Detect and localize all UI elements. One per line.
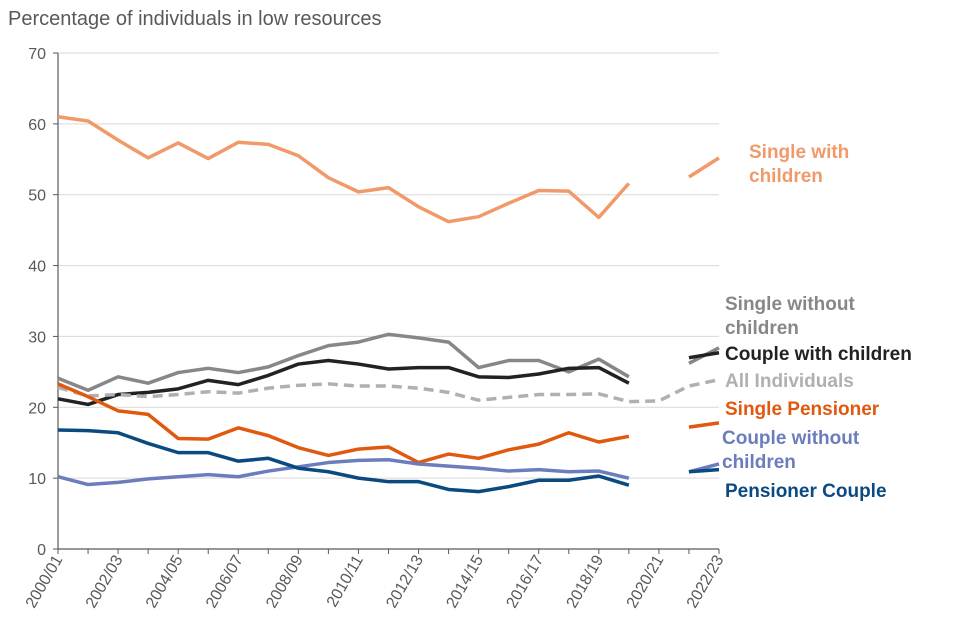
series-line-couple-with-children: [688, 350, 720, 360]
y-tick-label: 20: [28, 400, 46, 417]
series-line-couple-without-children: [57, 457, 630, 487]
x-tick-label: 2020/21: [624, 552, 668, 611]
x-tick-label: 2000/01: [23, 552, 67, 611]
series-label-line: Single without: [725, 294, 855, 315]
series-label-line: All Individuals: [725, 371, 854, 392]
y-tick-label: 0: [37, 542, 46, 559]
series-label-line: children: [725, 318, 799, 339]
series-label-line: Single with: [749, 142, 849, 163]
series-line-single-without-children: [57, 332, 630, 393]
series-label-line: children: [749, 166, 823, 187]
series-line-couple-with-children: [57, 358, 630, 407]
series-label-line: Couple without: [722, 428, 860, 449]
x-tick-label: 2022/23: [684, 552, 728, 611]
series-label-line: Single Pensioner: [725, 399, 880, 420]
series-line-single-with-children: [688, 156, 720, 179]
x-tick-label: 2010/11: [324, 552, 367, 610]
x-tick-label: 2004/05: [143, 552, 187, 611]
x-tick-label: 2016/17: [504, 552, 548, 611]
series-line-single-with-children: [57, 115, 631, 224]
series-line-single-pensioner: [688, 421, 720, 429]
series-line-pensioner-couple: [688, 467, 720, 474]
y-tick-label: 50: [28, 188, 46, 205]
series-label: Single with children: [749, 142, 849, 187]
x-tick-label: 2014/15: [443, 552, 487, 611]
x-tick-label: 2002/03: [83, 552, 127, 611]
series-label-line: Couple with children: [725, 344, 912, 365]
y-tick-label: 40: [28, 259, 46, 276]
y-tick-label: 10: [28, 471, 46, 488]
series-line-single-pensioner: [57, 382, 630, 465]
series-label-line: Pensioner Couple: [725, 481, 887, 502]
series-label: All Individuals: [725, 371, 854, 392]
series-label: Single without children: [725, 294, 855, 339]
series-label: Couple without children: [722, 428, 860, 473]
y-tick-label: 60: [28, 117, 46, 134]
x-tick-label: 2008/09: [263, 552, 307, 611]
series-label-line: children: [722, 452, 796, 473]
series-line-pensioner-couple: [57, 428, 630, 494]
chart-title: Percentage of individuals in low resourc…: [8, 8, 382, 30]
series-label: Single Pensioner: [725, 399, 880, 420]
x-tick-label: 2012/13: [383, 552, 427, 611]
y-tick-label: 30: [28, 329, 46, 346]
y-tick-label: 70: [28, 46, 46, 63]
series-label: Couple with children: [725, 344, 912, 365]
series-label: Pensioner Couple: [725, 481, 887, 502]
x-tick-label: 2006/07: [203, 552, 247, 611]
x-tick-label: 2018/19: [564, 552, 608, 611]
